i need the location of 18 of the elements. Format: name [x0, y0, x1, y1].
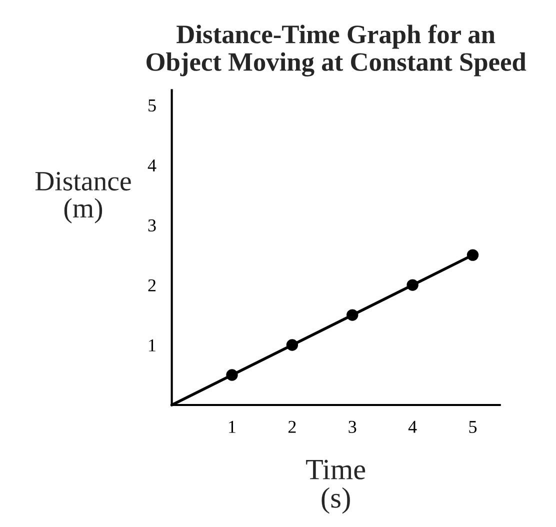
y-tick-label: 1 — [149, 339, 156, 352]
y-tick-label: 2 — [148, 279, 156, 292]
chart-title: Distance-Time Graph for an Object Moving at Constant Speed — [146, 24, 526, 76]
x-tick-label: 2 — [288, 420, 296, 433]
x-tick-label: 4 — [408, 420, 417, 433]
point — [406, 279, 418, 291]
y-axis-title: Distance (m) — [35, 172, 131, 224]
x-tick-label: 5 — [469, 420, 477, 433]
point — [466, 249, 479, 261]
x-axis-title: Time (s) — [306, 460, 366, 514]
point — [346, 309, 358, 321]
point — [226, 369, 238, 381]
y-tick-label: 3 — [148, 219, 156, 232]
point — [286, 339, 298, 351]
y-tick-label: 4 — [148, 159, 156, 172]
x-tick-label: 1 — [229, 420, 236, 433]
y-tick-label: 5 — [148, 100, 156, 112]
x-tick-label: 3 — [348, 420, 356, 433]
